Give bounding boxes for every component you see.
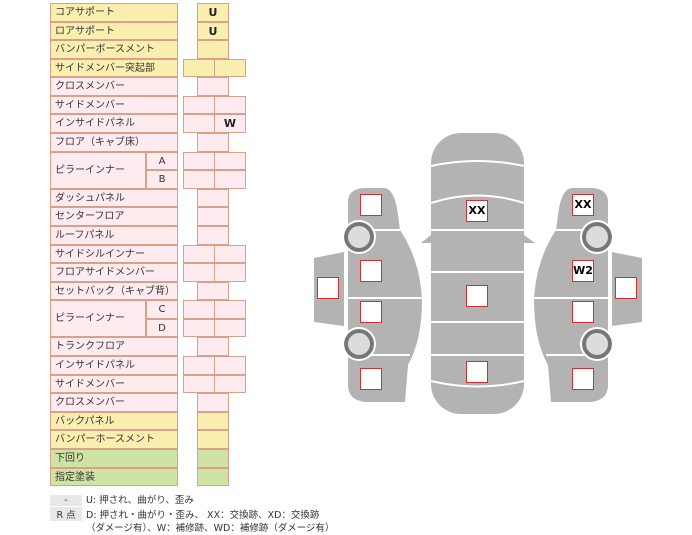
row-label: クロスメンバー	[50, 393, 178, 412]
car-center-body	[431, 133, 524, 414]
rating-cell	[197, 467, 229, 487]
rating-cell-right	[214, 95, 246, 115]
mark-left-mirror[interactable]	[317, 277, 339, 299]
rating-cell	[197, 411, 229, 431]
rating-cell-right	[214, 58, 246, 78]
mark-center-mid[interactable]	[466, 285, 488, 307]
mark-left-front-fender[interactable]	[360, 194, 382, 216]
row-label: ダッシュパネル	[50, 188, 178, 208]
center-arrow-left	[421, 235, 431, 243]
rating-cell	[197, 225, 229, 245]
row-label: バンパーホースメント	[50, 430, 178, 449]
row-label: サイドシルインナー	[50, 244, 178, 264]
mark-right-front-fender[interactable]: XX	[572, 194, 594, 216]
row-sublabel: C	[146, 300, 178, 319]
row-label: ピラーインナー	[50, 151, 146, 189]
row-label: インサイドパネル	[50, 114, 178, 134]
rating-cell: U	[197, 21, 229, 41]
left-rear-wheel	[344, 329, 374, 359]
rating-cell	[197, 337, 229, 357]
mark-center-rear[interactable]	[466, 361, 488, 383]
row-label: サイドメンバー突起部	[50, 58, 178, 78]
rating-cell	[197, 133, 229, 152]
row-label: コアサポート	[50, 3, 178, 22]
rating-cell-right	[214, 356, 246, 375]
row-label: セットバック（キャブ背）	[50, 281, 178, 301]
rating-cell	[197, 430, 229, 449]
mark-left-front-door[interactable]	[360, 260, 382, 282]
rating-cell-right	[214, 374, 246, 394]
row-label: 下回り	[50, 448, 178, 468]
row-label: インサイドパネル	[50, 356, 178, 375]
rating-cell: U	[197, 3, 229, 22]
row-sublabel: D	[146, 318, 178, 338]
row-label: フロアサイドメンバー	[50, 263, 178, 282]
rating-cell-right	[214, 318, 246, 338]
mark-left-rear-door[interactable]	[360, 301, 382, 323]
rating-cell-right	[214, 244, 246, 264]
mark-right-rear-door[interactable]	[572, 301, 594, 323]
row-label: バンパーボースメント	[50, 40, 178, 59]
legend-line-1: - U: 押され、曲がり、歪み	[50, 492, 194, 506]
row-label: サイドメンバー	[50, 374, 178, 394]
row-sublabel: B	[146, 170, 178, 189]
right-rear-wheel	[582, 329, 612, 359]
row-sublabel: A	[146, 151, 178, 171]
rating-cell-right	[214, 300, 246, 319]
rating-cell	[197, 40, 229, 59]
row-label: ピラーインナー	[50, 300, 146, 338]
right-front-wheel	[582, 222, 612, 252]
row-label: ルーフパネル	[50, 225, 178, 245]
rating-cell-right	[214, 263, 246, 282]
mark-right-front-door[interactable]: W2	[572, 260, 594, 282]
rating-cell	[197, 448, 229, 468]
rating-cell	[197, 207, 229, 226]
rating-cell-right	[214, 170, 246, 189]
rating-cell	[197, 77, 229, 96]
mark-right-mirror[interactable]	[615, 277, 637, 299]
row-label: バックパネル	[50, 411, 178, 431]
row-label: ロアサポート	[50, 21, 178, 41]
mark-right-rear-fender[interactable]	[572, 368, 594, 390]
mark-left-rear-fender[interactable]	[360, 368, 382, 390]
legend-line-2: R 点 D: 押され・曲がり・歪み、 XX：交換跡、XD：交換跡	[50, 507, 319, 521]
rating-cell	[197, 281, 229, 301]
row-label: トランクフロア	[50, 337, 178, 357]
row-label: フロア（キャブ床）	[50, 133, 178, 152]
center-arrow-right	[524, 235, 535, 243]
row-label: クロスメンバー	[50, 77, 178, 96]
rating-cell	[197, 188, 229, 208]
rating-cell-right: W	[214, 114, 246, 134]
rating-cell	[197, 393, 229, 412]
legend-line-3: （ダメージ有）、W：補修跡、WD：補修跡（ダメージ有）	[86, 523, 335, 534]
left-front-wheel	[344, 222, 374, 252]
row-label: 指定塗装	[50, 467, 178, 487]
row-label: センターフロア	[50, 207, 178, 226]
rating-cell-right	[214, 151, 246, 171]
mark-center-front[interactable]: XX	[466, 200, 488, 222]
row-label: サイドメンバー	[50, 95, 178, 115]
